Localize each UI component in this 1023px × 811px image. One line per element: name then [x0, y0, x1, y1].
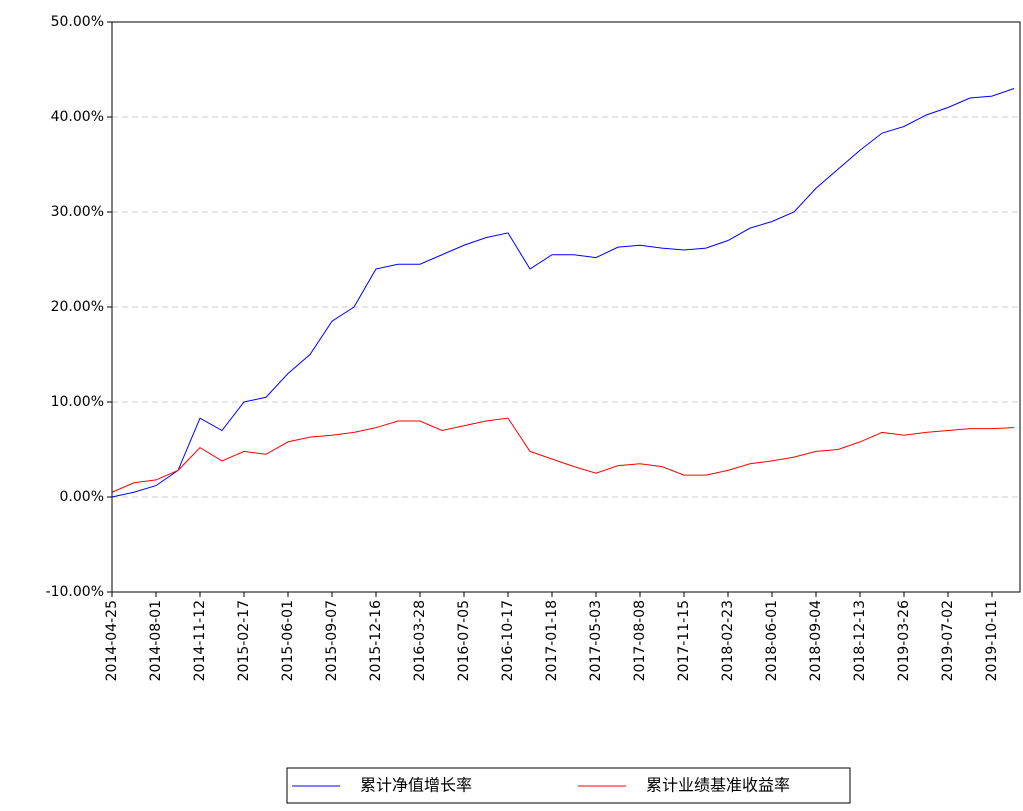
x-tick-label: 2014-11-12 — [192, 600, 208, 681]
x-tick-label: 2014-08-01 — [148, 600, 164, 681]
x-tick-label: 2015-06-01 — [280, 600, 296, 681]
x-tick-label: 2017-01-18 — [544, 600, 560, 681]
x-tick-label: 2016-07-05 — [456, 600, 472, 681]
x-tick-label: 2018-09-04 — [808, 600, 824, 681]
x-tick-label: 2015-12-16 — [368, 600, 384, 681]
x-tick-label: 2017-05-03 — [588, 600, 604, 681]
legend-box — [286, 767, 851, 804]
x-tick-label: 2018-06-01 — [764, 600, 780, 681]
y-tick-label: 0.00% — [60, 489, 104, 505]
legend-label: 累计净值增长率 — [360, 776, 472, 795]
x-tick-label: 2016-10-17 — [500, 600, 516, 681]
legend: 累计净值增长率 累计业绩基准收益率 — [286, 767, 851, 804]
data-line — [111, 88, 1015, 498]
y-tick-label: 50.00% — [51, 14, 104, 30]
x-tick-label: 2017-08-08 — [632, 600, 648, 681]
legend-label: 累计业绩基准收益率 — [646, 776, 790, 795]
x-tick-label: 2016-03-28 — [412, 600, 428, 681]
y-tick-label: 10.00% — [51, 394, 104, 410]
y-tick-label: 30.00% — [51, 204, 104, 220]
x-tick-label: 2019-10-11 — [984, 600, 1000, 681]
data-line — [111, 417, 1015, 493]
y-tick-label: -10.00% — [46, 584, 104, 600]
x-tick-label: 2015-09-07 — [324, 600, 340, 681]
y-tick-label: 40.00% — [51, 109, 104, 125]
x-tick-label: 2018-12-13 — [852, 600, 868, 681]
x-tick-label: 2017-11-15 — [676, 600, 692, 681]
x-tick-label: 2019-03-26 — [896, 600, 912, 681]
x-tick-label: 2015-02-17 — [236, 600, 252, 681]
x-tick-label: 2014-04-25 — [104, 600, 120, 681]
x-tick-label: 2019-07-02 — [940, 600, 956, 681]
x-tick-label: 2018-02-23 — [720, 600, 736, 681]
plot-frame — [111, 21, 1021, 593]
y-tick-label: 20.00% — [51, 299, 104, 315]
